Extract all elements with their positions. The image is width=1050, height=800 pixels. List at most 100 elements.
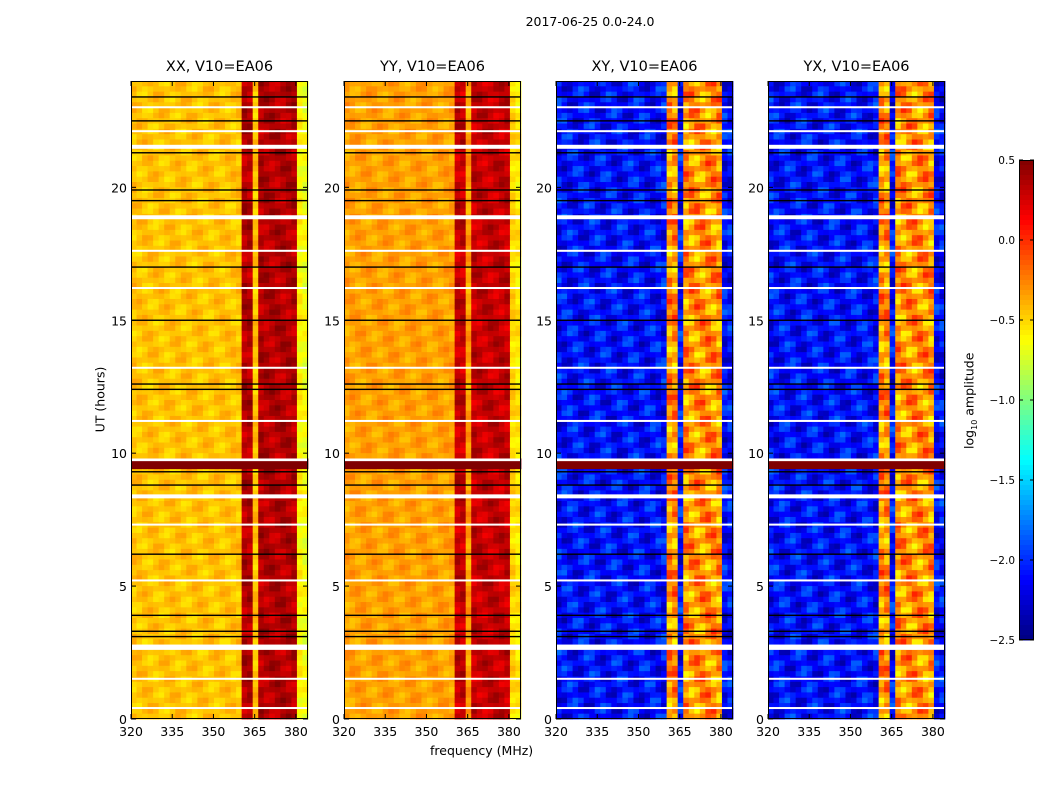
heatmap-cell [202,410,209,417]
heatmap-cell [382,219,389,225]
heatmap-cell [142,575,148,582]
heatmap-cell [241,229,248,236]
heatmap-cell [180,288,187,295]
heatmap-cell [186,543,193,550]
heatmap-cell [142,208,148,215]
heatmap-cell [280,362,287,369]
heatmap-cell [415,166,422,172]
heatmap-cell [208,713,215,720]
heatmap-cell [236,107,243,114]
heatmap-cell [213,639,220,645]
heatmap-cell [291,697,298,704]
heatmap-cell [142,341,148,348]
heatmap-cell [404,224,411,231]
heatmap-cell [180,102,187,108]
heatmap-cell [399,235,406,241]
heatmap-cell [180,511,187,518]
heatmap-cell [263,548,270,555]
heatmap-cell [213,681,220,688]
heatmap-cell [153,564,160,571]
heatmap-cell [153,229,160,236]
heatmap-cell [131,256,137,263]
heatmap-cell [269,261,276,268]
heatmap-cell [509,171,516,178]
heatmap-cell [291,580,298,587]
heatmap-cell [302,293,309,300]
heatmap-cell [454,208,461,215]
heatmap-cell [258,277,265,284]
heatmap-cell [285,160,292,167]
heatmap-cell [371,229,378,236]
heatmap-cell [236,554,243,560]
heatmap-cell [158,208,165,215]
heatmap-cell [202,426,209,433]
heatmap-cell [285,405,292,412]
heatmap-cell [197,532,204,539]
heatmap-cell [280,320,287,326]
heatmap-cell [280,341,287,348]
heatmap-cell [175,203,182,209]
heatmap-cell [487,208,494,215]
heatmap-cell [197,607,204,614]
heatmap-cell [219,283,226,289]
heatmap-cell [285,596,292,603]
heatmap-cell [175,81,182,87]
heatmap-cell [180,160,187,167]
heatmap-cell [247,155,254,162]
heatmap-cell [269,681,276,688]
heatmap-cell [225,245,231,252]
heatmap-cell [191,160,198,167]
heatmap-cell [432,134,439,140]
heatmap-cell [269,155,276,162]
heatmap-cell [164,389,171,396]
heatmap-cell [302,410,309,417]
heatmap-cell [225,697,231,704]
heatmap-cell [465,102,472,108]
heatmap-cell [208,516,215,523]
heatmap-cell [404,235,411,241]
heatmap-cell [164,602,171,608]
heatmap-cell [421,123,428,130]
heatmap-cell [142,224,148,231]
heatmap-cell [164,570,171,576]
heatmap-cell [241,112,248,119]
heatmap-cell [202,687,209,693]
heatmap-cell [296,421,303,427]
heatmap-cell [191,639,198,645]
heatmap-cell [274,586,281,592]
heatmap-cell [164,501,171,507]
heatmap-cell [213,394,220,401]
heatmap-cell [175,320,182,326]
heatmap-cell [219,272,226,279]
heatmap-cell [225,479,231,486]
heatmap-cell [465,160,472,167]
heatmap-cell [280,421,287,427]
heatmap-cell [158,697,165,704]
heatmap-cell [241,421,248,427]
heatmap-cell [509,208,516,215]
heatmap-cell [247,501,254,507]
heatmap-cell [252,373,259,380]
heatmap-cell [296,112,303,119]
heatmap-cell [202,107,209,114]
heatmap-cell [202,511,209,518]
heatmap-cell [252,639,259,645]
heatmap-cell [302,697,309,704]
heatmap-cell [147,325,154,332]
heatmap-cell [208,336,215,342]
heatmap-cell [158,447,165,454]
heatmap-cell [236,453,243,459]
heatmap-cell [280,501,287,507]
heatmap-cell [213,293,220,300]
heatmap-cell [153,171,160,178]
heatmap-cell [371,240,378,247]
heatmap-cell [263,357,270,364]
heatmap-cell [269,697,276,704]
heatmap-cell [202,458,209,465]
heatmap-cell [465,139,472,146]
heatmap-cell [230,304,237,311]
heatmap-cell [509,176,516,183]
heatmap-cell [280,532,287,539]
heatmap-cell [421,235,428,241]
heatmap-cell [158,288,165,295]
